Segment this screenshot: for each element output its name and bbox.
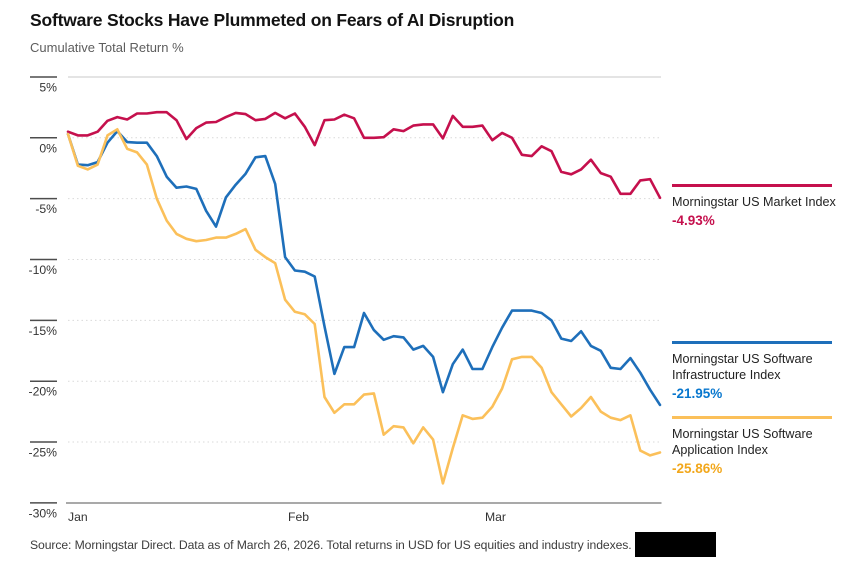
market-index-value: -4.93%: [672, 212, 715, 228]
chart-subtitle: Cumulative Total Return %: [30, 40, 184, 55]
infrastructure-index-value: -21.95%: [672, 385, 723, 401]
morningstar-us-market-index-line: [66, 110, 662, 200]
x-axis-label-feb: Feb: [288, 510, 309, 524]
annotation-infrastructure-index: Morningstar US Software Infrastructure I…: [672, 341, 860, 401]
annotation-market-index: Morningstar US Market Index -4.93%: [672, 184, 860, 228]
annotation-application-index: Morningstar US Software Application Inde…: [672, 416, 860, 476]
morningstar-us-software-application-index-line: [66, 128, 662, 485]
market-index-color-rule: [672, 184, 832, 187]
y-axis-tick-label: -10%: [29, 263, 58, 277]
y-axis-tick-label: -20%: [29, 385, 58, 399]
redacted-logo-block: [634, 532, 716, 557]
application-index-label: Morningstar US Software Application Inde…: [672, 426, 813, 457]
market-index-label: Morningstar US Market Index: [672, 194, 836, 209]
infrastructure-index-color-rule: [672, 341, 832, 344]
infrastructure-index-label: Morningstar US Software Infrastructure I…: [672, 351, 813, 382]
x-axis-label-jan: Jan: [68, 510, 88, 524]
y-axis-tick-label: -15%: [29, 324, 58, 338]
application-index-color-rule: [672, 416, 832, 419]
y-axis-tick-label: 5%: [39, 80, 57, 94]
y-axis-tick-label: -30%: [29, 506, 58, 520]
application-index-value: -25.86%: [672, 460, 723, 476]
y-axis-tick-label: -5%: [35, 202, 57, 216]
y-axis-tick-label: -25%: [29, 446, 58, 460]
page-title: Software Stocks Have Plummeted on Fears …: [30, 10, 515, 30]
morningstar-us-software-infrastructure-index-line: [66, 129, 662, 407]
source-row: Source: Morningstar Direct. Data as of M…: [30, 532, 716, 557]
source-text: Source: Morningstar Direct. Data as of M…: [30, 537, 632, 552]
y-axis-tick-label: 0%: [39, 141, 57, 155]
x-axis-label-mar: Mar: [485, 510, 506, 524]
